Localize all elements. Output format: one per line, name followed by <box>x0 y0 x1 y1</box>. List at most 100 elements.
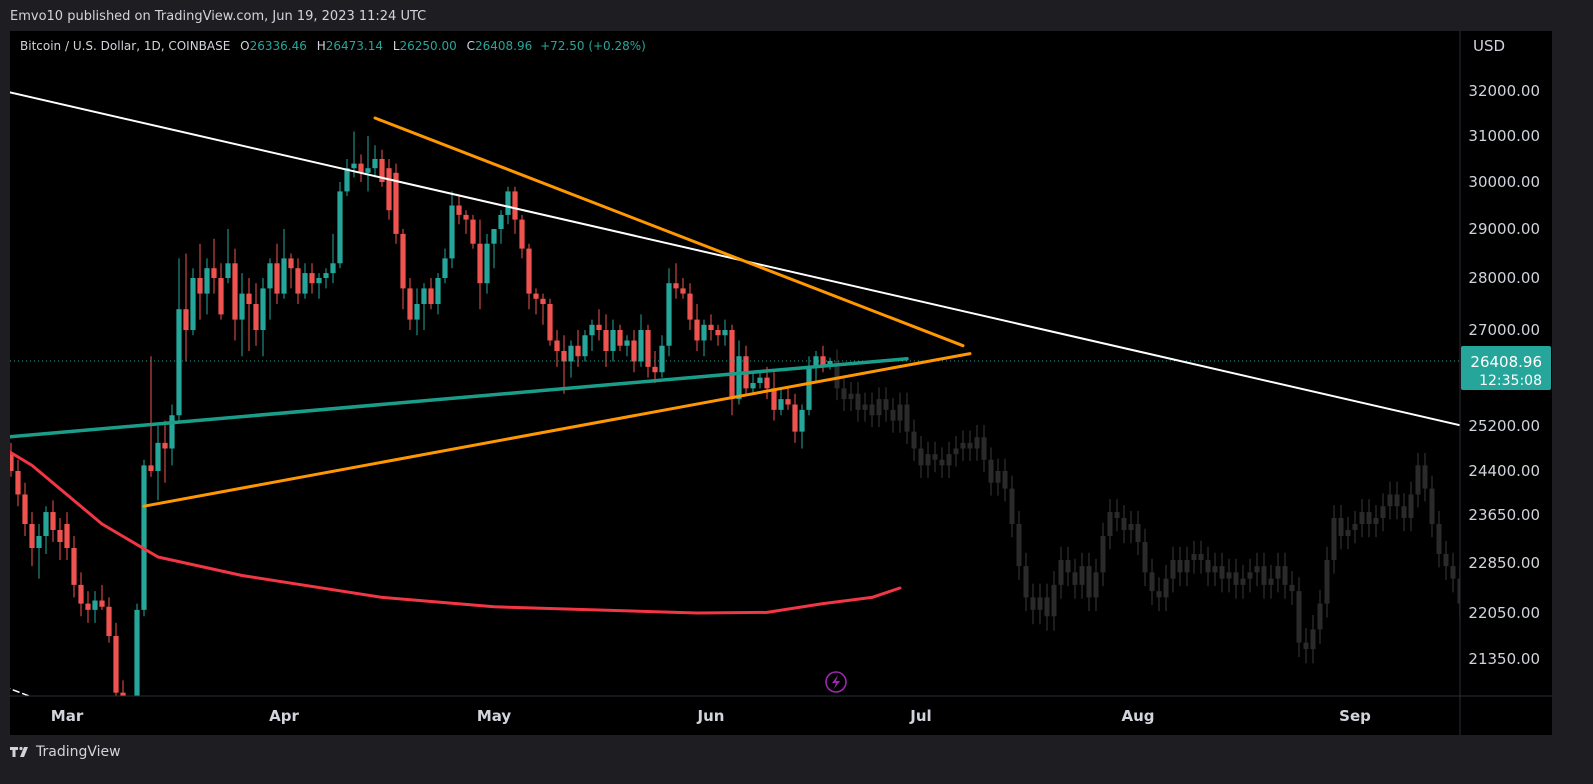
ghost-bar-body <box>1450 566 1456 579</box>
ma-red <box>10 450 902 615</box>
change-value: +72.50 (+0.28%) <box>540 39 646 53</box>
candle-down <box>50 512 56 530</box>
ghost-bar-body <box>1247 572 1253 579</box>
ghost-bar-body <box>981 437 987 460</box>
low-value: 26250.00 <box>399 39 457 53</box>
ghost-bar-body <box>1051 584 1057 617</box>
ghost-bar-body <box>1359 512 1365 524</box>
ghost-bar-body <box>974 437 980 449</box>
ghost-bar-body <box>834 361 840 389</box>
candle-up <box>624 340 630 346</box>
candle-down <box>512 191 518 220</box>
candle-up <box>449 205 455 259</box>
candle-up <box>666 283 672 346</box>
ghost-bar-body <box>911 431 917 449</box>
ghost-bar-body <box>1436 524 1442 554</box>
candle-down <box>113 636 119 693</box>
candle-down <box>561 350 567 362</box>
ghost-bar-body <box>1373 518 1379 524</box>
y-tick-label: 22850.00 <box>1468 554 1540 572</box>
ghost-bar-body <box>1457 578 1460 604</box>
x-tick-label: Aug <box>1121 707 1154 725</box>
chart-canvas[interactable]: 32000.00 31000.00 30000.00 29000.00 28000.00… <box>10 31 1552 735</box>
currency-label[interactable]: USD <box>1473 37 1506 55</box>
ghost-bar-body <box>1254 566 1260 573</box>
candle-up <box>435 278 441 304</box>
publisher-caption: Emvo10 published on TradingView.com, Jun… <box>10 9 427 24</box>
candle-up <box>127 724 132 735</box>
candle-down <box>22 494 28 524</box>
candle-up <box>260 288 266 330</box>
ghost-bar-body <box>967 442 973 449</box>
candle-down <box>85 603 91 610</box>
candle-up <box>190 278 196 330</box>
ghost-bar-body <box>1086 566 1092 598</box>
candle-down <box>771 388 777 410</box>
ghost-bar-body <box>1128 524 1134 530</box>
ghost-bar-body <box>1142 542 1148 573</box>
candle-up <box>498 214 504 229</box>
ghost-bar-body <box>1331 518 1337 560</box>
candle-down <box>477 243 483 284</box>
candle-down <box>673 283 679 289</box>
candle-up <box>701 324 707 341</box>
ghost-bar-body <box>953 448 959 455</box>
candle-down <box>106 606 112 636</box>
ghost-bar-body <box>1380 506 1386 518</box>
candle-down <box>596 324 602 330</box>
ghost-bar-body <box>1093 572 1099 598</box>
ghost-bar-body <box>925 454 931 466</box>
tradingview-logo-icon <box>10 746 28 757</box>
ghost-bar-body <box>904 404 910 432</box>
ghost-bar-body <box>988 459 994 483</box>
ghost-bar-body <box>1219 566 1225 579</box>
ghost-bar-body <box>1338 518 1344 536</box>
candle-up <box>169 415 175 449</box>
candle-down <box>785 399 791 405</box>
ghost-bar-body <box>1107 512 1113 536</box>
candle-down <box>15 471 21 495</box>
ghost-bar-body <box>1422 465 1428 489</box>
candle-down <box>540 298 546 304</box>
y-tick-label: 29000.00 <box>1468 220 1540 238</box>
candle-up <box>302 273 308 294</box>
ghost-bar-body <box>1058 560 1064 585</box>
candle-up <box>568 345 574 362</box>
ghost-bar-body <box>1149 572 1155 592</box>
low-label: L <box>392 39 400 53</box>
candle-down <box>456 205 462 215</box>
candle-up <box>799 409 805 432</box>
ghost-bar-body <box>1037 597 1043 610</box>
footer-brand-text: TradingView <box>36 744 121 760</box>
candle-up <box>204 268 210 294</box>
ghost-bar-body <box>1240 578 1246 585</box>
candle-up <box>141 465 147 610</box>
candle-down <box>218 278 224 315</box>
open-value: 26336.46 <box>249 39 307 53</box>
candle-down <box>393 172 399 234</box>
footer-brand[interactable]: TradingView <box>10 744 121 760</box>
ghost-bar-body <box>1205 560 1211 573</box>
candle-down <box>197 278 203 294</box>
symbol-name[interactable]: Bitcoin / U.S. Dollar, 1D, COINBASE <box>20 39 231 53</box>
candle-up <box>421 288 427 304</box>
ghost-bar-body <box>1387 494 1393 507</box>
x-tick-label: Jul <box>909 707 931 725</box>
candle-up <box>330 263 336 274</box>
candle-down <box>309 273 315 284</box>
high-label: H <box>316 39 326 53</box>
candle-up <box>225 263 231 278</box>
candle-up <box>491 229 497 244</box>
candle-up <box>344 168 350 192</box>
candle-down <box>708 324 714 330</box>
y-tick-label: 25200.00 <box>1468 417 1540 435</box>
candle-down <box>652 366 658 373</box>
chart-frame[interactable]: 32000.00 31000.00 30000.00 29000.00 28000.00… <box>10 31 1552 735</box>
candle-down <box>729 330 735 400</box>
countdown-label: 12:35:08 <box>1479 373 1542 389</box>
lightning-icon[interactable] <box>825 671 847 693</box>
candle-up <box>750 382 756 389</box>
ghost-bar-body <box>1135 524 1141 542</box>
symbol-legend: Bitcoin / U.S. Dollar, 1D, COINBASE O263… <box>20 39 646 53</box>
candle-up <box>736 356 742 400</box>
